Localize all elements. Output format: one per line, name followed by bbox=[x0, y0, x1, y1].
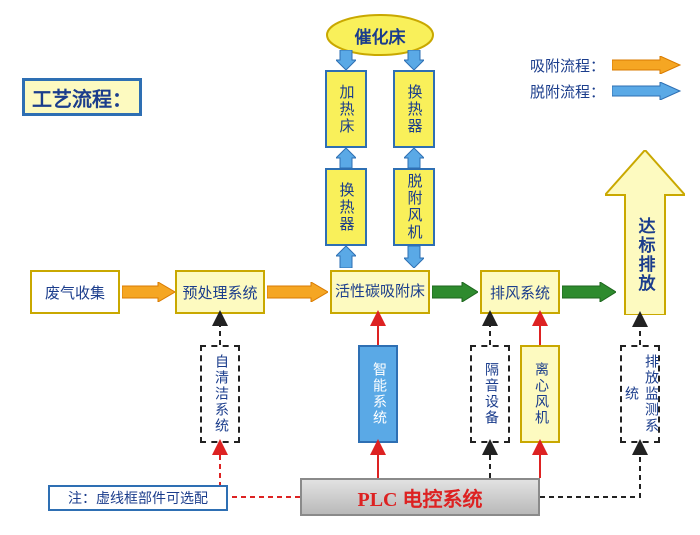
connectors bbox=[0, 0, 700, 535]
note-box: 注：虚线框部件可选配 bbox=[48, 485, 228, 511]
